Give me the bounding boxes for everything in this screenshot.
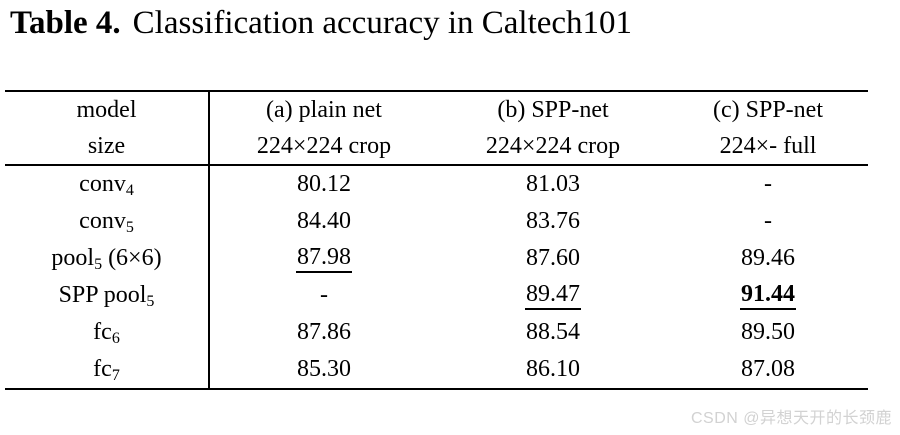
model-label: pool xyxy=(51,245,95,271)
header-b-line2: 224×224 crop xyxy=(485,133,621,159)
value-text: - xyxy=(764,208,772,234)
table-number-label: Table 4. xyxy=(10,5,121,41)
value-cell: 84.40 xyxy=(209,203,438,240)
value-cell: 87.86 xyxy=(209,314,438,351)
table-caption-text: Classification accuracy in Caltech101 xyxy=(132,5,633,41)
value-text: 88.54 xyxy=(526,319,580,345)
header-model-line2: size xyxy=(87,133,126,159)
value-cell: 81.03 xyxy=(438,165,668,203)
model-cell: pool5 (6×6) xyxy=(5,240,210,277)
header-cell-sppnet-crop: (b) SPP-net 224×224 crop xyxy=(438,90,668,166)
model-cell: fc7 xyxy=(5,351,210,390)
value-cell: 88.54 xyxy=(438,314,668,351)
value-text: - xyxy=(320,282,328,308)
value-text: 85.30 xyxy=(297,356,351,382)
table-header-row: model size (a) plain net 224×224 crop (b… xyxy=(5,90,868,166)
value-cell: 87.60 xyxy=(438,240,668,277)
value-text: 83.76 xyxy=(526,208,580,234)
value-cell: 89.47 xyxy=(438,277,668,314)
model-label: conv xyxy=(79,208,126,234)
header-model-line1: model xyxy=(76,97,137,123)
model-label: fc xyxy=(93,356,112,382)
header-b-line1: (b) SPP-net xyxy=(497,97,609,123)
value-text-bold-underlined: 91.44 xyxy=(740,281,796,310)
table-row: fc7 85.30 86.10 87.08 xyxy=(5,351,868,390)
table-row: SPP pool5 - 89.47 91.44 xyxy=(5,277,868,314)
model-cell: fc6 xyxy=(5,314,210,351)
page-title: Table 4. Classification accuracy in Calte… xyxy=(10,2,632,44)
value-cell: - xyxy=(668,203,868,240)
header-c-line1: (c) SPP-net xyxy=(713,97,823,123)
value-text-underlined: 89.47 xyxy=(525,281,581,310)
results-table: model size (a) plain net 224×224 crop (b… xyxy=(5,90,868,390)
value-text: 87.60 xyxy=(526,245,580,271)
table-row: fc6 87.86 88.54 89.50 xyxy=(5,314,868,351)
value-text: 89.50 xyxy=(741,319,795,345)
value-text: 89.46 xyxy=(741,245,795,271)
header-cell-sppnet-full: (c) SPP-net 224×- full xyxy=(668,90,868,166)
model-label: fc xyxy=(93,319,112,345)
model-label: conv xyxy=(79,171,126,197)
header-a-line1: (a) plain net xyxy=(266,97,382,123)
value-text: 81.03 xyxy=(526,171,580,197)
value-text: 84.40 xyxy=(297,208,351,234)
value-cell: - xyxy=(668,165,868,203)
value-text: 87.86 xyxy=(297,319,351,345)
value-cell: 91.44 xyxy=(668,277,868,314)
value-cell: 89.46 xyxy=(668,240,868,277)
value-cell: 83.76 xyxy=(438,203,668,240)
model-subscript: 4 xyxy=(125,182,134,199)
value-cell: 86.10 xyxy=(438,351,668,390)
table-row: conv5 84.40 83.76 - xyxy=(5,203,868,240)
table-row: pool5 (6×6) 87.98 87.60 89.46 xyxy=(5,240,868,277)
model-subscript: 5 xyxy=(94,256,103,273)
value-cell: 89.50 xyxy=(668,314,868,351)
model-cell: SPP pool5 xyxy=(5,277,210,314)
header-a-line2: 224×224 crop xyxy=(256,133,392,159)
model-label: SPP pool xyxy=(58,282,147,308)
value-cell: 87.08 xyxy=(668,351,868,390)
value-cell: 87.98 xyxy=(209,240,438,277)
value-text: 87.08 xyxy=(741,356,795,382)
header-c-line2: 224×- full xyxy=(719,133,817,159)
value-cell: - xyxy=(209,277,438,314)
model-suffix: (6×6) xyxy=(102,245,162,271)
value-text-underlined: 87.98 xyxy=(296,244,352,273)
model-cell: conv4 xyxy=(5,165,210,203)
model-cell: conv5 xyxy=(5,203,210,240)
value-cell: 80.12 xyxy=(209,165,438,203)
value-text: 80.12 xyxy=(297,171,351,197)
header-cell-model: model size xyxy=(5,90,210,166)
model-subscript: 7 xyxy=(111,367,120,384)
header-cell-plain-net: (a) plain net 224×224 crop xyxy=(209,90,438,166)
model-subscript: 5 xyxy=(146,293,155,310)
value-text: 86.10 xyxy=(526,356,580,382)
model-subscript: 6 xyxy=(111,330,120,347)
csdn-watermark: CSDN @异想天开的长颈鹿 xyxy=(690,410,892,427)
table-row: conv4 80.12 81.03 - xyxy=(5,165,868,203)
model-subscript: 5 xyxy=(125,219,134,236)
value-text: - xyxy=(764,171,772,197)
value-cell: 85.30 xyxy=(209,351,438,390)
